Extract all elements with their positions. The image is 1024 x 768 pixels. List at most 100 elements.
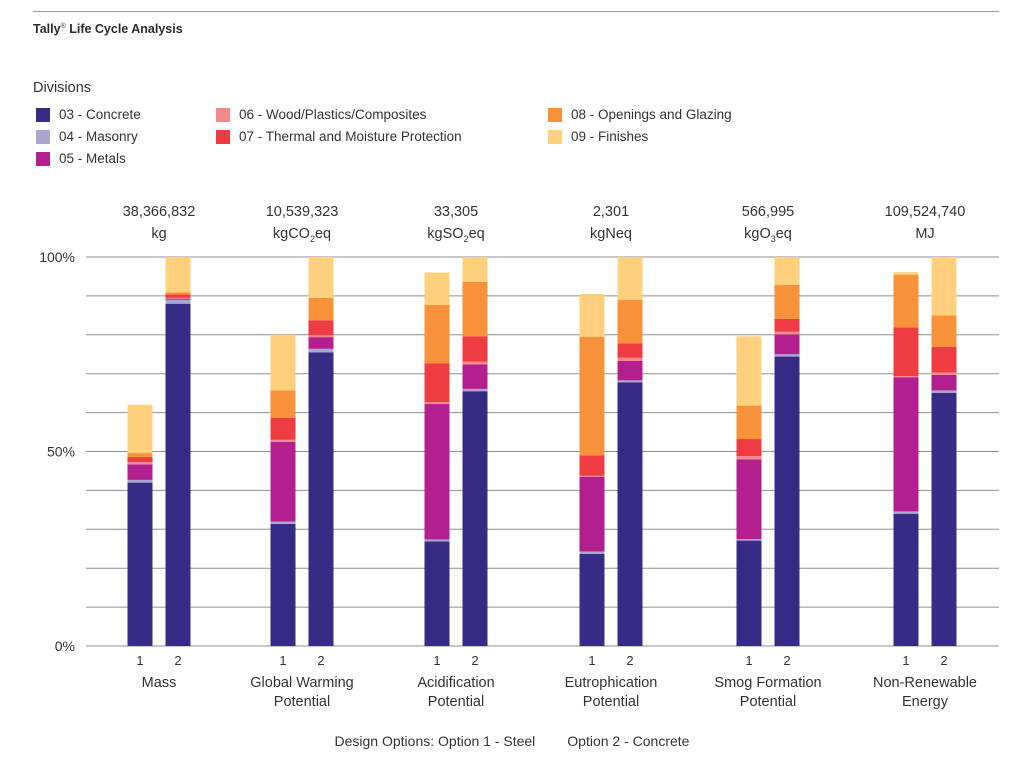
bar-segment [270,417,296,440]
bar-segment [774,257,800,286]
category-label: Potential [740,694,796,710]
bar-segment [424,541,450,646]
bar-segment [308,297,334,321]
bar-segment [308,335,334,338]
unit-part: kgO [744,226,771,242]
metric-total: 566,995 [742,204,794,220]
bar-segment [462,361,488,365]
metric-total: 38,366,832 [123,204,196,220]
top-divider [33,11,999,12]
bar-segment [127,462,153,465]
metric-unit: kg [151,226,166,242]
bar-segment [893,513,919,646]
legend-item-masonry: 04 - Masonry [36,129,138,144]
bar-segment [165,292,191,295]
bar-segment [127,456,153,463]
bar-segment [424,272,450,305]
bar-segment [308,348,334,353]
bar-segment [127,404,153,454]
bar-option-label: 1 [433,653,440,668]
bar-segment [893,377,919,512]
metric-unit: MJ [915,226,934,242]
bar-segment [931,392,957,646]
bar-segment [579,455,605,476]
option-1-caption: Design Options: Option 1 - Steel [334,733,536,749]
bar-segment [270,390,296,418]
legend-label: 04 - Masonry [59,129,138,144]
bar-segment [424,539,450,542]
bar-segment [579,551,605,554]
metric-total: 33,305 [434,204,478,220]
bar-segment [424,404,450,540]
metric-total: 10,539,323 [266,204,339,220]
bar-segment [270,521,296,524]
metric-unit: kgO3eq [744,226,792,244]
legend-swatch [548,107,562,122]
category-label: Eutrophication [565,675,658,691]
legend-label: 06 - Wood/Plastics/Composites [239,107,427,122]
unit-part: eq [315,226,331,242]
bar-option-label: 1 [588,653,595,668]
bar-segment [579,553,605,646]
bar-segment [462,388,488,392]
bar-segment [931,257,957,316]
bar-segment [931,374,957,391]
bar-segment [127,479,153,483]
category-label: Global Warming [250,675,353,691]
bar-option-label: 2 [783,653,790,668]
unit-part: MJ [915,226,934,242]
unit-part: 2 [310,234,315,244]
bar-segment [127,464,153,480]
bar-segment [308,352,334,646]
bar-option-label: 2 [940,653,947,668]
bar-option-label: 1 [136,653,143,668]
bar-segment [424,363,450,403]
bar-segment [617,299,643,344]
bar-segment [165,257,191,293]
bar-segment [774,334,800,355]
bar-segment [270,334,296,391]
bar-segment [617,360,643,381]
bar-option-label: 2 [626,653,633,668]
design-options-caption: Design Options: Option 1 - Steel Option 2… [0,733,1024,749]
bar-segment [931,390,957,393]
legend-label: 08 - Openings and Glazing [571,107,732,122]
bar-segment [931,315,957,347]
bar-segment [617,343,643,358]
legend-item-thermal: 07 - Thermal and Moisture Protection [216,129,462,144]
bar-segment [893,274,919,328]
legend-item-wood: 06 - Wood/Plastics/Composites [216,107,426,122]
legend-label: 05 - Metals [59,151,126,166]
y-tick-label: 50% [47,444,75,460]
metric-unit: kgCO2eq [273,226,331,244]
unit-part: 2 [464,234,469,244]
unit-part: eq [469,226,485,242]
bar-segment [127,453,153,457]
legend-label: 09 - Finishes [571,129,649,144]
category-label: Potential [274,694,330,710]
bar-option-label: 1 [745,653,752,668]
unit-part: kg [151,226,166,242]
bar-segment [579,475,605,477]
bar-segment [579,476,605,552]
bar-segment [931,372,957,375]
bar-segment [893,376,919,378]
metric-total: 2,301 [593,204,629,220]
category-label: Smog Formation [714,675,821,691]
bar-segment [774,356,800,646]
bar-segment [165,303,191,646]
bar-segment [308,337,334,349]
metric-unit: kgSO2eq [427,226,484,244]
legend-swatch [216,129,230,144]
bar-segment [424,402,450,405]
bar-segment [462,336,488,362]
bar-option-label: 2 [174,653,181,668]
bar-segment [774,354,800,357]
report-title: Tally® Life Cycle Analysis [33,22,183,36]
bar-segment [462,391,488,646]
category-label: Energy [902,694,949,710]
category-label: Potential [428,694,484,710]
legend-swatch [36,107,50,122]
legend-item-concrete: 03 - Concrete [36,107,141,122]
unit-part: kgCO [273,226,310,242]
